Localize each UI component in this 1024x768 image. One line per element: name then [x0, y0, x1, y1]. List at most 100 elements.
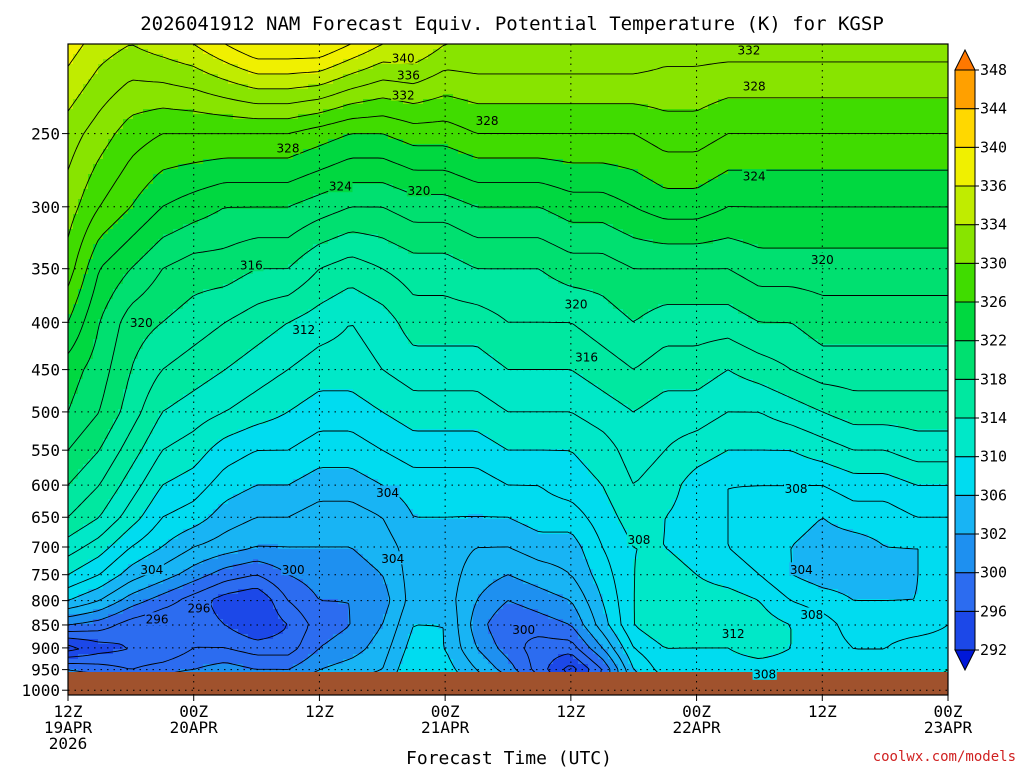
heat-cell: [378, 54, 384, 60]
heat-cell: [413, 59, 419, 65]
heat-cell: [223, 154, 229, 160]
heat-cell: [498, 74, 504, 80]
heat-cell: [493, 69, 499, 75]
heat-cell: [148, 129, 154, 135]
heat-cell: [773, 109, 779, 115]
heat-cell: [168, 54, 174, 60]
heat-cell: [943, 129, 948, 135]
heat-cell: [73, 134, 79, 140]
heat-cell: [423, 64, 429, 70]
heat-cell: [138, 74, 144, 80]
heat-cell: [463, 159, 469, 165]
heat-cell: [428, 59, 434, 65]
heat-cell: [558, 104, 564, 110]
heat-cell: [693, 139, 699, 145]
heat-cell: [503, 109, 509, 115]
heat-cell: [873, 44, 879, 50]
heat-cell: [743, 119, 749, 125]
heat-cell: [808, 114, 814, 120]
heat-cell: [413, 154, 419, 160]
heat-cell: [163, 134, 169, 140]
heat-cell: [853, 164, 859, 170]
heat-cell: [658, 99, 664, 105]
heat-cell: [583, 79, 589, 85]
heat-cell: [483, 109, 489, 115]
heat-cell: [118, 149, 124, 155]
heat-cell: [828, 79, 834, 85]
heat-cell: [578, 49, 584, 55]
heat-cell: [908, 114, 914, 120]
heat-cell: [943, 149, 948, 155]
heat-cell: [453, 79, 459, 85]
heat-cell: [503, 134, 509, 140]
heat-cell: [338, 64, 344, 70]
heat-cell: [868, 84, 874, 90]
heat-cell: [238, 179, 244, 185]
heat-cell: [848, 169, 854, 175]
heat-cell: [478, 54, 484, 60]
heat-cell: [833, 99, 839, 105]
heat-cell: [313, 54, 319, 60]
heat-cell: [668, 49, 674, 55]
heat-cell: [238, 84, 244, 90]
heat-cell: [73, 129, 79, 135]
heat-cell: [828, 119, 834, 125]
heat-cell: [348, 109, 354, 115]
heat-cell: [178, 59, 184, 65]
heat-cell: [278, 89, 284, 95]
heat-cell: [333, 174, 339, 180]
heat-cell: [158, 89, 164, 95]
heat-cell: [83, 109, 89, 115]
heat-cell: [653, 54, 659, 60]
heat-cell: [808, 144, 814, 150]
heat-cell: [498, 159, 504, 165]
heat-cell: [443, 134, 449, 140]
heat-cell: [418, 159, 424, 165]
heat-cell: [938, 74, 944, 80]
heat-cell: [158, 49, 164, 55]
heat-cell: [883, 99, 889, 105]
heat-cell: [148, 169, 154, 175]
heat-cell: [938, 94, 944, 100]
heat-cell: [238, 129, 244, 135]
heat-cell: [763, 154, 769, 160]
heat-cell: [188, 164, 194, 170]
heat-cell: [898, 104, 904, 110]
heat-cell: [893, 64, 899, 70]
heat-cell: [618, 74, 624, 80]
heat-cell: [313, 49, 319, 55]
heat-cell: [478, 49, 484, 55]
heat-cell: [223, 184, 229, 190]
heat-cell: [248, 154, 254, 160]
heat-cell: [668, 114, 674, 120]
heat-cell: [833, 84, 839, 90]
heat-cell: [483, 84, 489, 90]
heat-cell: [108, 69, 114, 75]
heat-cell: [683, 179, 689, 185]
heat-cell: [433, 139, 439, 145]
heat-cell: [783, 134, 789, 140]
heat-cell: [158, 144, 164, 150]
heat-cell: [743, 104, 749, 110]
heat-cell: [238, 94, 244, 100]
heat-cell: [728, 154, 734, 160]
heat-cell: [803, 64, 809, 70]
heat-cell: [88, 149, 94, 155]
heat-cell: [168, 69, 174, 75]
heat-cell: [788, 179, 794, 185]
heat-cell: [223, 169, 229, 175]
heat-cell: [883, 139, 889, 145]
heat-cell: [563, 104, 569, 110]
heat-cell: [178, 69, 184, 75]
heat-cell: [308, 129, 314, 135]
heat-cell: [203, 164, 209, 170]
heat-cell: [348, 44, 354, 50]
heat-cell: [213, 164, 219, 170]
heat-cell: [783, 49, 789, 55]
heat-cell: [258, 169, 264, 175]
heat-cell: [598, 149, 604, 155]
heat-cell: [303, 109, 309, 115]
heat-cell: [253, 119, 259, 125]
heat-cell: [538, 124, 544, 130]
heat-cell: [598, 94, 604, 100]
